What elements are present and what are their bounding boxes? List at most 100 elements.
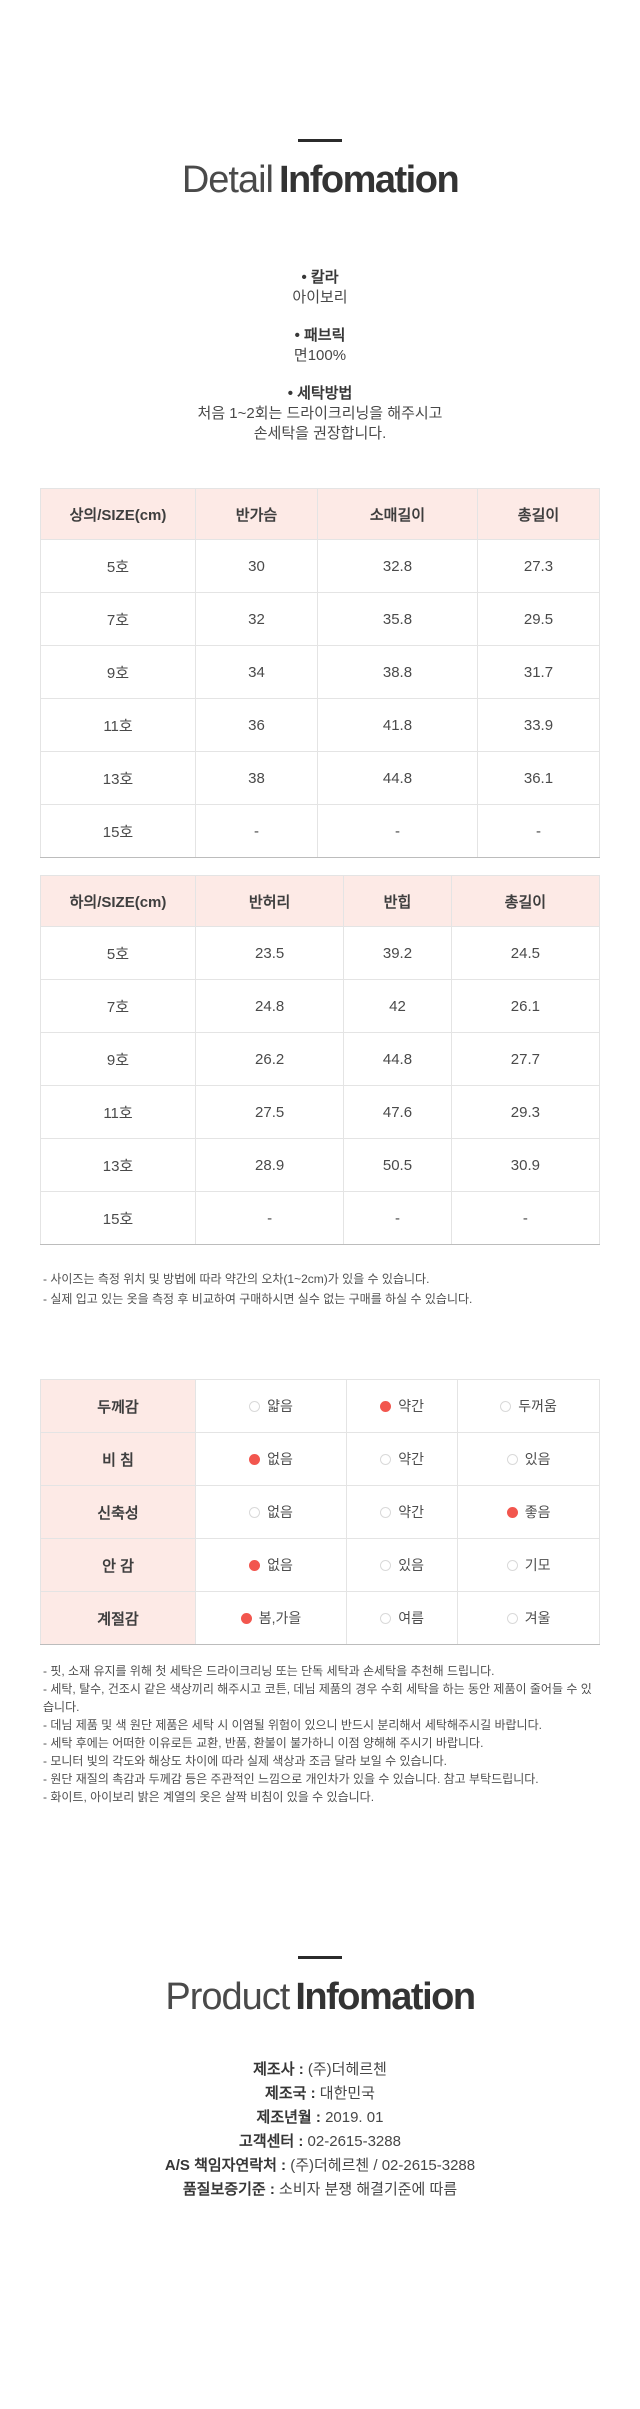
- product-info-row: 품질보증기준 : 소비자 분쟁 해결기준에 따름: [0, 2178, 640, 2202]
- radio-selected-icon: [380, 1401, 392, 1412]
- product-detail-page: Detail Infomation • 칼라 아이보리 • 패브릭 면100% • 세탁방…: [0, 139, 640, 2202]
- size-row: 5호 23.5 39.2 24.5: [40, 926, 601, 980]
- attribute-row: 신축성 없음 약간 좋음: [40, 1485, 600, 1539]
- attribute-option-cell: 얇음: [194, 1379, 348, 1433]
- measurement-cell: 28.9: [194, 1138, 345, 1192]
- column-header-cell: 소매길이: [317, 488, 478, 540]
- product-info-value: 대한민국: [319, 2085, 375, 2102]
- measurement-cell: 27.3: [476, 539, 601, 593]
- radio-selected-icon: [249, 1560, 261, 1571]
- column-header-cell: 하의/SIZE(cm): [40, 875, 196, 927]
- measurement-cell: 31.7: [476, 645, 601, 699]
- size-label-cell: 11호: [40, 698, 196, 752]
- product-info-row: 제조년월 : 2019. 01: [0, 2106, 640, 2130]
- radio-unselected-icon: [249, 1507, 261, 1518]
- detail-title-bold: Infomation: [278, 159, 460, 201]
- product-info-value: (주)더헤르첸 / 02-2615-3288: [290, 2157, 476, 2174]
- note-line: - 실제 입고 있는 옷을 측정 후 비교하여 구매하시면 실수 없는 구매를 …: [43, 1292, 473, 1306]
- fabric-attributes-table: 두께감 얇음 약간 두꺼움 비 침 없음 약간 있음 신축성 없음 약간 좋음 안 감 없음 있음 기모 계절감…: [40, 1379, 600, 1645]
- size-label-cell: 15호: [40, 1191, 196, 1245]
- attribute-label-cell: 신축성: [40, 1485, 196, 1539]
- attribute-option-label: 없음: [267, 1451, 293, 1467]
- attribute-row: 계절감 봄,가을 여름 겨울: [40, 1591, 600, 1645]
- attribute-label-cell: 비 침: [40, 1432, 196, 1486]
- attribute-option-cell: 여름: [346, 1591, 459, 1645]
- measurement-cell: 24.5: [450, 926, 601, 980]
- attribute-option-cell: 봄,가을: [194, 1591, 348, 1645]
- detail-item: • 칼라 아이보리: [0, 268, 640, 308]
- measurement-cell: 36: [194, 698, 319, 752]
- measurement-cell: -: [194, 804, 319, 858]
- size-label-cell: 13호: [40, 751, 196, 805]
- size-label-cell: 13호: [40, 1138, 196, 1192]
- measurement-cell: 34: [194, 645, 319, 699]
- measurement-cell: 27.5: [194, 1085, 345, 1139]
- detail-item-label: • 세탁방법: [287, 385, 353, 402]
- product-info-label: 제조년월 :: [256, 2109, 326, 2126]
- radio-selected-icon: [249, 1454, 261, 1465]
- detail-item-label: • 패브릭: [294, 327, 346, 344]
- measurement-cell: -: [343, 1191, 452, 1245]
- attribute-option-label: 기모: [524, 1557, 551, 1573]
- measurement-cell: -: [194, 1191, 345, 1245]
- measurement-cell: -: [476, 804, 601, 858]
- size-row: 7호 32 35.8 29.5: [40, 592, 601, 646]
- radio-unselected-icon: [380, 1560, 392, 1571]
- attribute-label-cell: 계절감: [40, 1591, 196, 1645]
- attribute-label-cell: 두께감: [40, 1379, 196, 1433]
- product-info-row: 제조국 : 대한민국: [0, 2082, 640, 2106]
- size-row: 7호 24.8 42 26.1: [40, 979, 601, 1033]
- product-title-bold: Infomation: [295, 1976, 476, 2018]
- attribute-row: 두께감 얇음 약간 두꺼움: [40, 1379, 600, 1433]
- measurement-cell: 50.5: [343, 1138, 452, 1192]
- detail-title-light: Detail: [181, 159, 274, 201]
- radio-unselected-icon: [506, 1560, 518, 1571]
- note-line: - 원단 재질의 촉감과 두께감 등은 주관적인 느낌으로 개인차가 있을 수 …: [43, 1772, 539, 1786]
- attribute-option-cell: 기모: [457, 1538, 600, 1592]
- measurement-cell: 38: [194, 751, 319, 805]
- attribute-option-label: 있음: [398, 1557, 424, 1573]
- measurement-cell: 44.8: [317, 751, 478, 805]
- note-line: - 세탁, 탈수, 건조시 같은 색상끼리 해주시고 코튼, 데님 제품의 경우…: [43, 1682, 592, 1714]
- note-line: - 모니터 빛의 각도와 해상도 차이에 따라 실제 색상과 조금 달라 보일 …: [43, 1754, 447, 1768]
- attribute-option-cell: 약간: [346, 1379, 459, 1433]
- attribute-option-label: 봄,가을: [258, 1610, 302, 1626]
- measurement-cell: 24.8: [194, 979, 345, 1033]
- detail-section-divider: [298, 139, 342, 142]
- radio-selected-icon: [506, 1507, 518, 1518]
- size-notes: - 사이즈는 측정 위치 및 방법에 따라 약간의 오차(1~2cm)가 있을 …: [43, 1269, 597, 1309]
- attribute-option-label: 약간: [398, 1398, 424, 1414]
- measurement-cell: 32.8: [317, 539, 478, 593]
- column-header-cell: 반허리: [194, 875, 345, 927]
- size-label-cell: 11호: [40, 1085, 196, 1139]
- header-row: 상의/SIZE(cm) 반가슴 소매길이 총길이: [40, 488, 601, 540]
- size-label-cell: 9호: [40, 645, 196, 699]
- attribute-option-label: 여름: [398, 1610, 424, 1626]
- column-header-cell: 반가슴: [194, 488, 319, 540]
- product-info-row: A/S 책임자연락처 : (주)더헤르첸 / 02-2615-3288: [0, 2154, 640, 2178]
- attribute-option-cell: 없음: [194, 1432, 348, 1486]
- note-line: - 화이트, 아이보리 밝은 계열의 옷은 살짝 비침이 있을 수 있습니다.: [43, 1790, 375, 1804]
- measurement-cell: 47.6: [343, 1085, 452, 1139]
- product-info-label: A/S 책임자연락처 :: [164, 2157, 291, 2174]
- detail-item: • 패브릭 면100%: [0, 326, 640, 366]
- attribute-label-cell: 안 감: [40, 1538, 196, 1592]
- product-detail-list: • 칼라 아이보리 • 패브릭 면100% • 세탁방법 처음 1~2회는 드라이크리닝을…: [0, 268, 640, 444]
- size-label-cell: 7호: [40, 592, 196, 646]
- product-info-label: 제조사 :: [253, 2061, 308, 2078]
- measurement-cell: 27.7: [450, 1032, 601, 1086]
- size-row: 13호 38 44.8 36.1: [40, 751, 601, 805]
- size-row: 15호 - - -: [40, 804, 601, 858]
- attributes-body: 두께감 얇음 약간 두꺼움 비 침 없음 약간 있음 신축성 없음 약간 좋음 안 감 없음 있음 기모 계절감…: [40, 1379, 600, 1645]
- column-header-cell: 상의/SIZE(cm): [40, 488, 196, 540]
- product-section-title: Product Infomation: [0, 1975, 640, 2019]
- column-header-cell: 총길이: [450, 875, 601, 927]
- detail-item-label: • 칼라: [301, 269, 339, 286]
- detail-section-title: Detail Infomation: [0, 158, 640, 202]
- radio-selected-icon: [240, 1613, 252, 1624]
- measurement-cell: 42: [343, 979, 452, 1033]
- attribute-option-label: 겨울: [524, 1610, 551, 1626]
- measurement-cell: 41.8: [317, 698, 478, 752]
- measurement-cell: -: [317, 804, 478, 858]
- attribute-option-cell: 겨울: [457, 1591, 600, 1645]
